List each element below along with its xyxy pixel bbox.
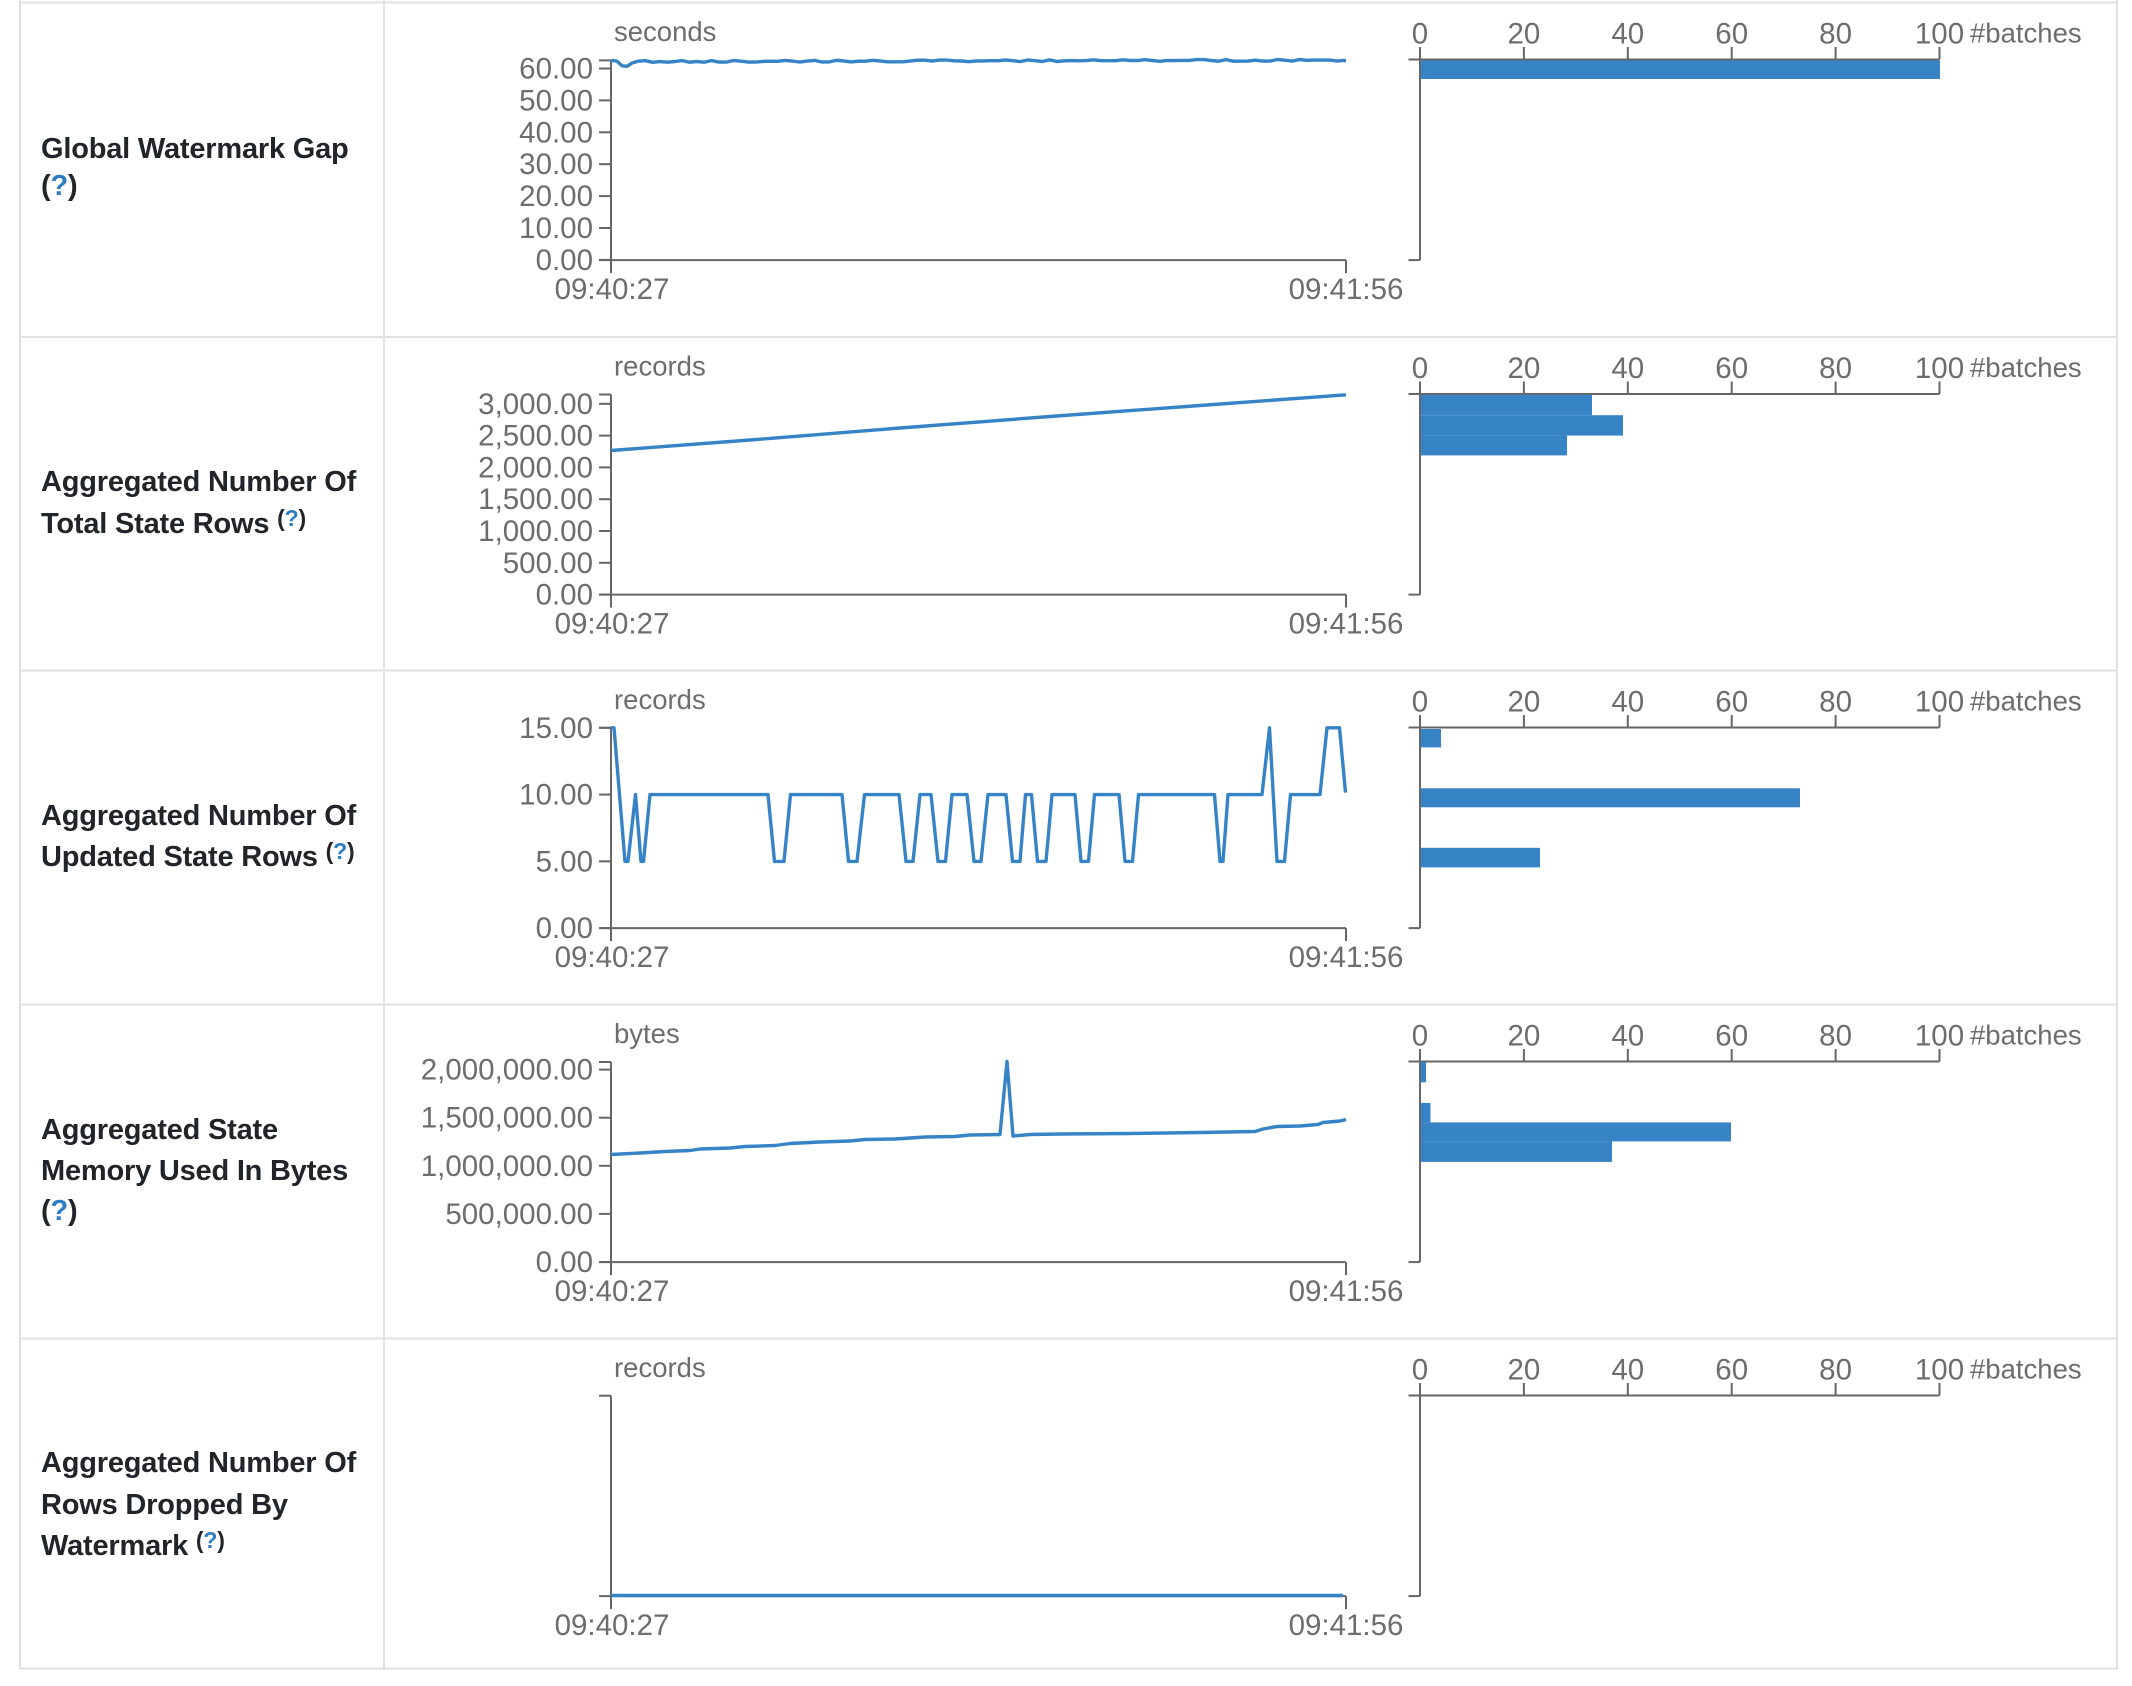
svg-text:2,000.00: 2,000.00 [478,451,593,484]
svg-text:20: 20 [1507,1020,1540,1053]
svg-text:40: 40 [1611,1354,1644,1387]
svg-text:09:40:27: 09:40:27 [555,608,670,641]
svg-text:20: 20 [1507,1354,1540,1387]
svg-text:15.00: 15.00 [519,712,593,745]
svg-text:09:40:27: 09:40:27 [555,273,670,306]
svg-text:09:41:56: 09:41:56 [1289,1275,1404,1308]
svg-text:#batches: #batches [1970,686,2082,717]
svg-text:#batches: #batches [1970,18,2082,49]
svg-text:60: 60 [1715,18,1748,51]
svg-text:40: 40 [1611,18,1644,51]
svg-text:60: 60 [1715,352,1748,385]
svg-text:40.00: 40.00 [519,116,593,149]
svg-text:20: 20 [1507,352,1540,385]
svg-text:records: records [614,351,706,382]
svg-text:30.00: 30.00 [519,148,593,181]
svg-text:0.00: 0.00 [536,579,593,612]
svg-text:10.00: 10.00 [519,779,593,812]
svg-text:100: 100 [1915,18,1964,51]
svg-text:60: 60 [1715,1354,1748,1387]
svg-text:50.00: 50.00 [519,84,593,117]
svg-text:5.00: 5.00 [536,845,593,878]
svg-text:0: 0 [1412,18,1428,51]
svg-text:80: 80 [1819,18,1852,51]
svg-text:10.00: 10.00 [519,212,593,245]
svg-text:100: 100 [1915,1354,1964,1387]
svg-text:#batches: #batches [1970,352,2082,383]
svg-text:records: records [614,1352,706,1383]
svg-text:bytes: bytes [614,1018,680,1049]
svg-text:80: 80 [1819,1020,1852,1053]
svg-text:1,000,000.00: 1,000,000.00 [421,1150,593,1183]
svg-text:0.00: 0.00 [536,244,593,277]
svg-text:500.00: 500.00 [503,547,593,580]
svg-text:3,000.00: 3,000.00 [478,388,593,421]
svg-text:09:41:56: 09:41:56 [1289,1609,1404,1642]
svg-text:20: 20 [1507,686,1540,719]
svg-text:100: 100 [1915,1020,1964,1053]
svg-text:2,500.00: 2,500.00 [478,420,593,453]
svg-text:#batches: #batches [1970,1020,2082,1051]
svg-text:20.00: 20.00 [519,180,593,213]
svg-text:60: 60 [1715,686,1748,719]
svg-text:60.00: 60.00 [519,53,593,86]
svg-text:100: 100 [1915,686,1964,719]
svg-text:40: 40 [1611,1020,1644,1053]
svg-text:records: records [614,684,706,715]
svg-text:09:40:27: 09:40:27 [555,1275,670,1308]
svg-text:0.00: 0.00 [536,1246,593,1279]
svg-text:09:41:56: 09:41:56 [1289,273,1404,306]
svg-text:40: 40 [1611,352,1644,385]
svg-text:09:41:56: 09:41:56 [1289,941,1404,974]
svg-text:100: 100 [1915,352,1964,385]
svg-text:#batches: #batches [1970,1354,2082,1385]
svg-text:1,500.00: 1,500.00 [478,483,593,516]
svg-text:1,500,000.00: 1,500,000.00 [421,1102,593,1135]
svg-text:20: 20 [1507,18,1540,51]
svg-text:1,000.00: 1,000.00 [478,515,593,548]
svg-text:2,000,000.00: 2,000,000.00 [421,1054,593,1087]
svg-text:0: 0 [1412,686,1428,719]
svg-text:60: 60 [1715,1020,1748,1053]
svg-text:80: 80 [1819,352,1852,385]
svg-text:0: 0 [1412,1354,1428,1387]
svg-text:0: 0 [1412,352,1428,385]
svg-text:09:41:56: 09:41:56 [1289,608,1404,641]
svg-text:0.00: 0.00 [536,912,593,945]
svg-text:09:40:27: 09:40:27 [555,1609,670,1642]
svg-text:500,000.00: 500,000.00 [445,1198,593,1231]
svg-text:80: 80 [1819,1354,1852,1387]
svg-text:40: 40 [1611,686,1644,719]
svg-text:80: 80 [1819,686,1852,719]
svg-text:seconds: seconds [614,16,716,47]
svg-text:09:40:27: 09:40:27 [555,941,670,974]
svg-text:0: 0 [1412,1020,1428,1053]
